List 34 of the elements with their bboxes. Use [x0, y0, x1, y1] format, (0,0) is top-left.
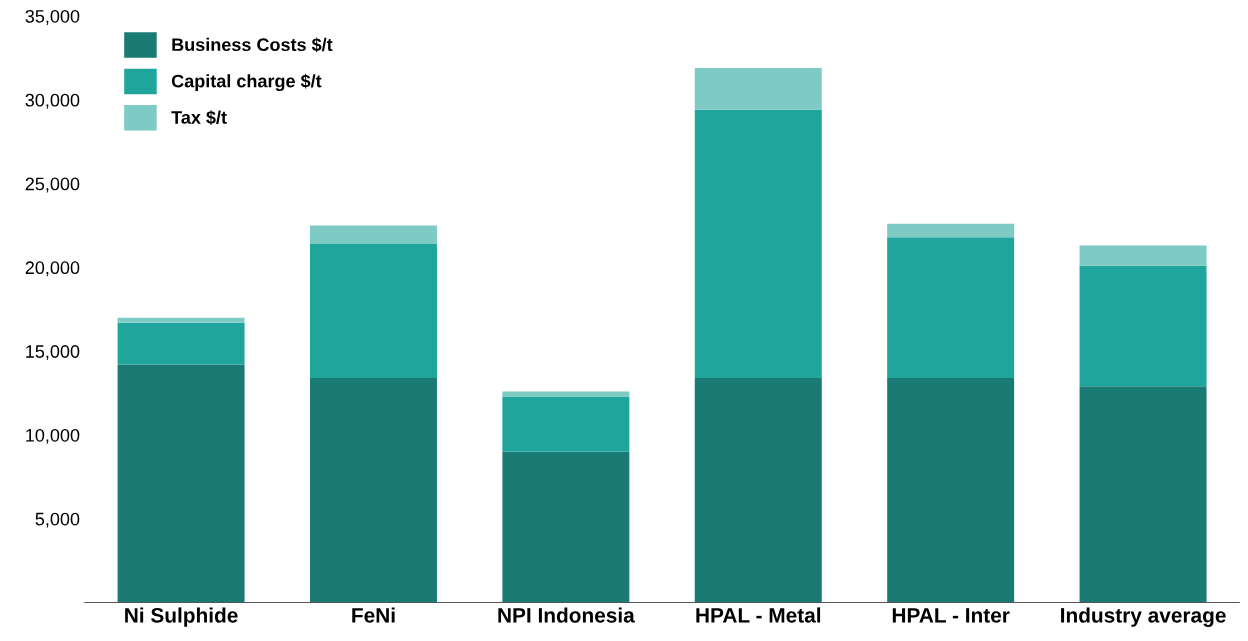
x-tick-label: HPAL - Inter: [892, 608, 1010, 623]
y-tick-label: 10,000: [26, 428, 80, 444]
legend-label: Tax $/t: [171, 110, 227, 125]
bar: [502, 451, 630, 603]
bar: [1079, 386, 1207, 603]
bar: [1079, 265, 1207, 387]
legend-label: Business Costs $/t: [172, 37, 333, 53]
y-tick-label: 35,000: [25, 9, 80, 25]
x-tick-label: NPI Indonesia: [498, 607, 635, 623]
bar: [309, 377, 437, 603]
x-tick-label: Ni Sulphide: [125, 607, 238, 627]
bar: [1079, 245, 1207, 266]
bar: [887, 223, 1015, 238]
bar: [309, 225, 437, 244]
legend-label: Capital charge $/t: [171, 73, 322, 92]
y-tick-label: 5,000: [35, 512, 80, 528]
bar: [502, 396, 630, 452]
bar: [694, 377, 822, 603]
bar: [694, 67, 822, 110]
bar: [117, 364, 245, 603]
y-tick-label: 20,000: [25, 261, 80, 277]
bar: [309, 243, 437, 378]
y-tick-label: 30,000: [25, 93, 80, 109]
x-tick-label: FeNi: [352, 607, 395, 623]
bar: [117, 317, 245, 323]
y-tick-label: 15,000: [26, 345, 80, 361]
bar: [117, 322, 245, 365]
x-tick-label: Industry average: [1061, 607, 1226, 627]
x-tick-label: HPAL - Metal: [696, 607, 821, 623]
bar: [887, 237, 1015, 378]
y-tick-label: 25,000: [25, 177, 80, 193]
bar: [887, 377, 1015, 603]
bar: [502, 391, 630, 397]
bar: [694, 109, 822, 378]
